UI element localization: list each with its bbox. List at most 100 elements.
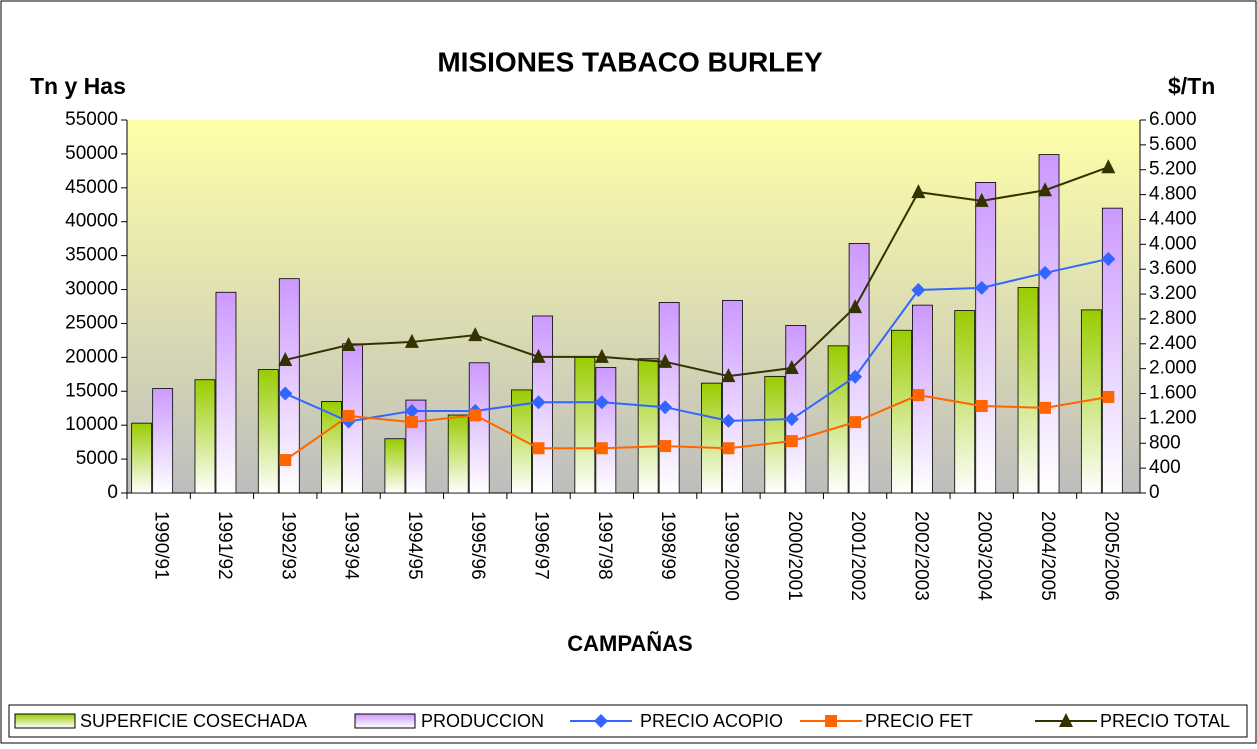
x-tick-label: 1994/95 — [404, 511, 425, 580]
y-tick-label: 20000 — [65, 346, 118, 367]
x-tick-label: 2000/2001 — [784, 511, 805, 601]
x-tick-label: 2004/2005 — [1037, 511, 1058, 601]
line — [285, 166, 1109, 378]
legend-swatch — [354, 713, 416, 729]
x-tick-label: 2005/2006 — [1100, 511, 1121, 601]
bar — [278, 278, 300, 494]
bar — [152, 388, 174, 494]
y2-tick-label: 800 — [1149, 432, 1181, 453]
point — [849, 416, 862, 429]
y-tick-label: 30000 — [65, 279, 118, 300]
x-tick-label: 2003/2004 — [974, 511, 995, 601]
point — [722, 442, 735, 455]
point — [721, 413, 736, 428]
bar — [447, 414, 469, 494]
y-tick-label: 45000 — [65, 177, 118, 198]
y2-tick-label: 3.600 — [1149, 258, 1197, 279]
chart-title: MISIONES TABACO BURLEY — [437, 46, 823, 77]
bar — [658, 302, 680, 494]
y2-tick-label: 0 — [1149, 482, 1160, 503]
point — [532, 442, 545, 455]
point — [659, 440, 672, 453]
point — [911, 283, 926, 298]
y2-axis-title: $/Tn — [1168, 73, 1215, 99]
bar — [1101, 207, 1123, 494]
y-axis-title: Tn y Has — [30, 73, 126, 99]
bar — [785, 325, 807, 494]
y2-tick-label: 400 — [1149, 457, 1181, 478]
x-tick-label: 2002/2003 — [910, 511, 931, 601]
point — [404, 333, 419, 348]
point — [531, 395, 546, 410]
point — [975, 399, 988, 412]
y2-tick-label: 2.400 — [1149, 333, 1197, 354]
x-tick-label: 2001/2002 — [847, 511, 868, 601]
bar — [574, 356, 596, 494]
bar — [764, 375, 786, 494]
y2-tick-label: 4.000 — [1149, 233, 1197, 254]
point — [468, 327, 483, 342]
y2-tick-label: 3.200 — [1149, 283, 1197, 304]
point — [721, 368, 736, 383]
y-tick-label: 15000 — [65, 380, 118, 401]
point — [341, 337, 356, 352]
point — [658, 353, 673, 368]
bar — [215, 291, 237, 494]
legend-marker — [594, 714, 608, 728]
bar — [1017, 287, 1039, 494]
point — [279, 454, 292, 467]
bar — [637, 358, 659, 494]
x-tick-label: 1998/99 — [657, 511, 678, 580]
x-tick-label: 1990/91 — [151, 511, 172, 580]
y2-tick-label: 2.800 — [1149, 308, 1197, 329]
x-tick-label: 1996/97 — [531, 511, 552, 580]
point — [278, 351, 293, 366]
y-tick-label: 50000 — [65, 143, 118, 164]
bar — [722, 299, 743, 494]
point — [1102, 390, 1115, 403]
x-axis-title: CAMPAÑAS — [567, 631, 692, 656]
point — [911, 184, 926, 199]
bar — [827, 345, 849, 494]
bar — [384, 438, 406, 494]
bar — [595, 367, 617, 494]
y-tick-label: 10000 — [65, 414, 118, 435]
bar — [468, 362, 490, 494]
legend-label: PRECIO TOTAL — [1100, 711, 1230, 731]
y2-tick-label: 5.600 — [1149, 134, 1197, 155]
legend-label: PRODUCCION — [421, 711, 544, 731]
bar — [194, 379, 216, 494]
legend-marker — [825, 715, 837, 727]
point — [404, 403, 419, 418]
line — [284, 257, 1109, 423]
bar — [701, 382, 722, 494]
point — [595, 442, 608, 455]
x-tick-label: 1995/96 — [467, 511, 488, 580]
point — [1039, 401, 1052, 414]
legend-label: PRECIO FET — [865, 711, 973, 731]
point — [469, 409, 482, 422]
point — [405, 416, 418, 429]
point — [1038, 265, 1053, 280]
point — [848, 369, 863, 384]
y-tick-label: 35000 — [65, 245, 118, 266]
point — [784, 360, 799, 375]
point — [342, 409, 355, 422]
x-tick-label: 1992/93 — [277, 511, 298, 580]
y-tick-label: 25000 — [65, 312, 118, 333]
y2-tick-label: 1.600 — [1149, 383, 1197, 404]
legend-marker — [1059, 713, 1073, 727]
y2-tick-label: 5.200 — [1149, 159, 1197, 180]
point — [1038, 182, 1053, 197]
point — [848, 299, 863, 314]
y2-tick-label: 6.000 — [1149, 109, 1197, 130]
point — [594, 395, 609, 410]
point — [658, 400, 673, 415]
point — [974, 280, 989, 295]
point — [784, 412, 799, 427]
bar — [1038, 154, 1060, 494]
x-tick-label: 1997/98 — [594, 511, 615, 580]
x-tick-label: 1991/92 — [214, 511, 235, 580]
line — [284, 394, 1109, 461]
